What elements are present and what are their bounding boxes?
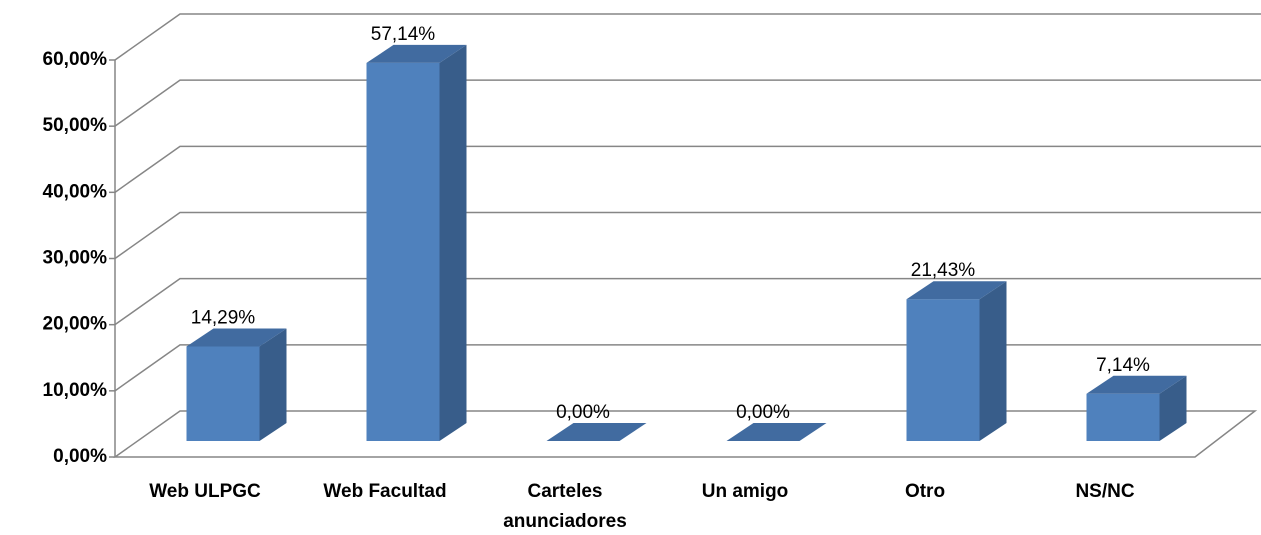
grid-line <box>114 79 1261 127</box>
y-tick-label: 0,00% <box>53 446 107 467</box>
value-label: 57,14% <box>371 24 436 45</box>
bar <box>186 346 260 441</box>
y-tick-label: 40,00% <box>43 181 108 202</box>
bar <box>906 299 980 441</box>
bar-top <box>1086 375 1187 394</box>
x-tick-label: Web ULPGC <box>149 481 261 502</box>
x-tick-label: Un amigo <box>701 481 789 502</box>
grid-line <box>114 13 1261 61</box>
y-tick-label: 30,00% <box>43 248 108 269</box>
y-tick-label: 20,00% <box>43 314 108 335</box>
grid-line <box>114 211 1261 260</box>
bar <box>366 62 440 441</box>
bar-side <box>1159 375 1187 441</box>
bar-top <box>906 281 1007 300</box>
x-tick-label: Carteles anunciadores <box>503 481 627 532</box>
value-label: 14,29% <box>191 307 256 328</box>
grid-line <box>114 145 1261 193</box>
floor <box>112 410 1258 458</box>
bar-top <box>366 44 467 63</box>
bar-side <box>439 44 467 441</box>
value-label: 21,43% <box>911 260 976 281</box>
value-label: 0,00% <box>736 402 790 423</box>
y-tick-label: 50,00% <box>43 115 108 136</box>
value-label: 7,14% <box>1096 355 1150 376</box>
bar-side <box>259 328 287 441</box>
x-tick-label: Otro <box>904 481 946 502</box>
x-tick-label: NS/NC <box>1075 481 1135 502</box>
y-tick-label: 60,00% <box>43 49 108 70</box>
bar-top <box>546 423 647 441</box>
bar <box>1086 393 1160 441</box>
bar-side <box>979 281 1007 441</box>
bar-top <box>186 328 287 347</box>
grid-line <box>114 277 1261 326</box>
y-tick-label: 10,00% <box>43 380 108 401</box>
value-label: 0,00% <box>556 402 610 423</box>
bar-top <box>726 423 827 441</box>
grid-line <box>114 344 1261 392</box>
x-tick-label: Web Facultad <box>323 481 447 502</box>
